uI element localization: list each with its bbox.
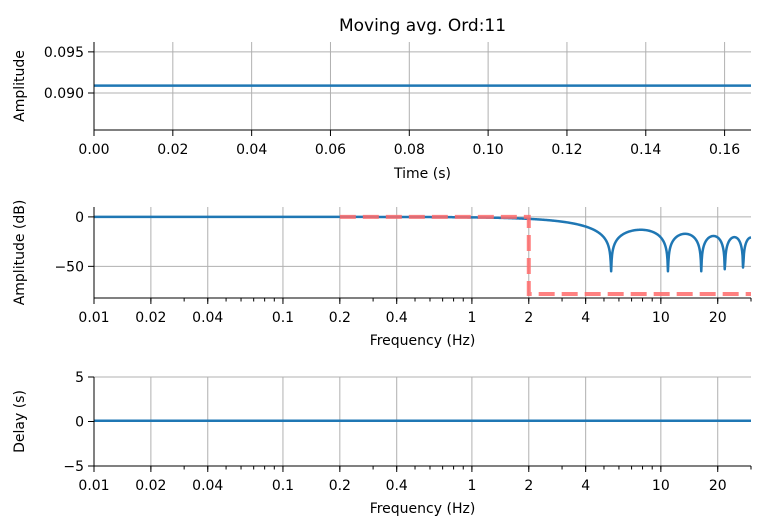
x-tick-label: 0.2 xyxy=(329,478,351,494)
y-tick-label: 0 xyxy=(75,210,84,226)
x-tick-label: 0.2 xyxy=(329,310,351,326)
x-axis-label: Frequency (Hz) xyxy=(370,501,476,517)
x-tick-label: 0.10 xyxy=(473,142,504,158)
x-tick-label: 0.06 xyxy=(315,142,346,158)
x-tick-label: 10 xyxy=(652,310,670,326)
x-tick-label: 0.04 xyxy=(236,142,267,158)
x-tick-label: 0.01 xyxy=(78,478,109,494)
x-tick-label: 0.08 xyxy=(394,142,425,158)
x-tick-label: 20 xyxy=(709,478,727,494)
x-tick-label: 1 xyxy=(467,478,476,494)
x-tick-label: 10 xyxy=(652,478,670,494)
chart-title: Moving avg. Ord:11 xyxy=(339,16,506,36)
y-tick-label: −50 xyxy=(54,259,84,275)
x-tick-label: 0.14 xyxy=(630,142,661,158)
y-tick-label: 0.095 xyxy=(44,45,84,61)
x-tick-label: 0.04 xyxy=(192,478,223,494)
x-tick-label: 20 xyxy=(709,310,727,326)
x-tick-label: 0.02 xyxy=(157,142,188,158)
y-tick-label: 0.090 xyxy=(44,86,84,102)
x-tick-label: 4 xyxy=(581,310,590,326)
y-axis-label: Amplitude xyxy=(12,50,28,122)
x-tick-label: 0.1 xyxy=(272,310,294,326)
x-axis-label: Time (s) xyxy=(393,166,451,182)
x-axis-label: Frequency (Hz) xyxy=(370,333,476,349)
x-tick-label: 0.1 xyxy=(272,478,294,494)
x-tick-label: 0.01 xyxy=(78,310,109,326)
x-tick-label: 0.4 xyxy=(386,478,408,494)
x-tick-label: 2 xyxy=(524,310,533,326)
series-line-response xyxy=(93,215,752,273)
y-axis-label: Delay (s) xyxy=(12,390,28,453)
x-tick-label: 4 xyxy=(581,478,590,494)
x-tick-label: 0.04 xyxy=(192,310,223,326)
x-tick-label: 1 xyxy=(467,310,476,326)
x-tick-label: 0.00 xyxy=(78,142,109,158)
x-tick-label: 2 xyxy=(524,478,533,494)
y-tick-label: 5 xyxy=(75,370,84,386)
y-tick-label: 0 xyxy=(75,415,84,431)
x-tick-label: 0.02 xyxy=(135,310,166,326)
x-tick-label: 0.4 xyxy=(386,310,408,326)
y-axis-label: Amplitude (dB) xyxy=(12,200,28,306)
y-tick-label: −5 xyxy=(63,459,84,475)
series-line-spec xyxy=(339,214,751,297)
x-tick-label: 0.16 xyxy=(709,142,740,158)
x-tick-label: 0.12 xyxy=(551,142,582,158)
x-tick-label: 0.02 xyxy=(135,478,166,494)
